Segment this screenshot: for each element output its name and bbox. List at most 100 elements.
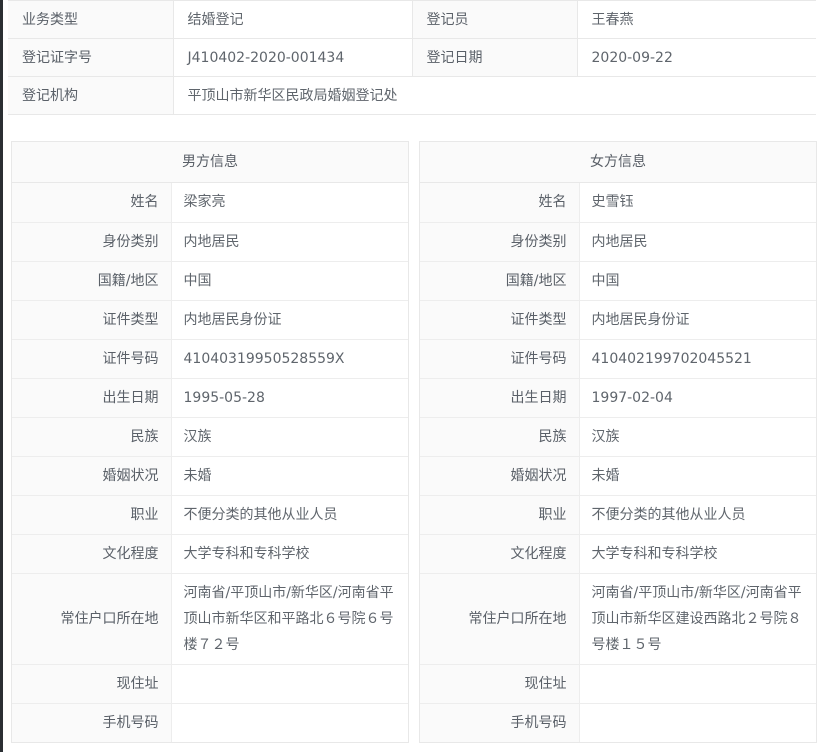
female-value-ethnicity: 汉族	[579, 417, 816, 457]
table-row: 婚姻状况 未婚	[12, 456, 408, 496]
female-value-marital-status: 未婚	[579, 456, 816, 496]
table-row: 姓名 梁家亮	[12, 183, 408, 223]
female-value-document-number: 410402199702045521	[579, 339, 816, 379]
summary-row-1: 业务类型 结婚登记 登记员 王春燕	[8, 0, 816, 39]
table-row: 出生日期 1997-02-04	[420, 378, 816, 418]
male-value-identity-category: 内地居民	[171, 222, 408, 262]
male-label-birth-date: 出生日期	[12, 378, 172, 418]
female-label-identity-category: 身份类别	[420, 222, 580, 262]
summary-row-2: 登记证字号 J410402-2020-001434 登记日期 2020-09-2…	[8, 38, 816, 77]
table-row: 证件号码 41040319950528559X	[12, 339, 408, 379]
table-row: 现住址	[420, 664, 816, 704]
female-label-occupation: 职业	[420, 495, 580, 535]
table-row: 民族 汉族	[420, 417, 816, 457]
female-label-name: 姓名	[420, 183, 580, 223]
female-label-birth-date: 出生日期	[420, 378, 580, 418]
male-value-document-number: 41040319950528559X	[171, 339, 408, 379]
male-value-mobile-number	[171, 703, 408, 742]
table-row: 国籍/地区 中国	[420, 261, 816, 301]
male-value-marital-status: 未婚	[171, 456, 408, 496]
female-value-document-type: 内地居民身份证	[579, 300, 816, 340]
male-label-marital-status: 婚姻状况	[12, 456, 172, 496]
female-value-household-address: 河南省/平顶山市/新华区/河南省平顶山市新华区建设西路北２号院８号楼１５号	[579, 573, 816, 665]
male-label-education: 文化程度	[12, 534, 172, 574]
male-value-nationality-region: 中国	[171, 261, 408, 301]
female-value-current-address	[579, 664, 816, 704]
summary-value-registration-date: 2020-09-22	[577, 38, 816, 77]
female-label-mobile-number: 手机号码	[420, 703, 580, 742]
male-label-household-address: 常住户口所在地	[12, 573, 172, 665]
male-value-document-type: 内地居民身份证	[171, 300, 408, 340]
male-value-name: 梁家亮	[171, 183, 408, 223]
table-row: 证件类型 内地居民身份证	[12, 300, 408, 340]
male-label-occupation: 职业	[12, 495, 172, 535]
male-info-panel: 男方信息 姓名 梁家亮 身份类别 内地居民 国籍/地区 中国	[11, 141, 409, 743]
male-info-table-body: 姓名 梁家亮 身份类别 内地居民 国籍/地区 中国 证件类型 内地居民身份证	[12, 183, 408, 742]
table-row: 证件号码 410402199702045521	[420, 339, 816, 379]
table-row: 手机号码	[420, 703, 816, 742]
female-label-education: 文化程度	[420, 534, 580, 574]
male-value-birth-date: 1995-05-28	[171, 378, 408, 418]
registration-summary-table: 业务类型 结婚登记 登记员 王春燕 登记证字号 J410402-2020-001…	[8, 0, 816, 115]
table-row: 国籍/地区 中国	[12, 261, 408, 301]
male-label-nationality-region: 国籍/地区	[12, 261, 172, 301]
female-value-education: 大学专科和专科学校	[579, 534, 816, 574]
female-label-household-address: 常住户口所在地	[420, 573, 580, 665]
female-value-mobile-number	[579, 703, 816, 742]
female-info-table-body: 姓名 史雪钰 身份类别 内地居民 国籍/地区 中国 证件类型 内地居民身份证	[420, 183, 816, 742]
female-value-birth-date: 1997-02-04	[579, 378, 816, 418]
summary-row-3: 登记机构 平顶山市新华区民政局婚姻登记处	[8, 76, 816, 115]
table-row: 现住址	[12, 664, 408, 704]
male-value-education: 大学专科和专科学校	[171, 534, 408, 574]
summary-label-registration-date: 登记日期	[412, 38, 578, 77]
female-value-name: 史雪钰	[579, 183, 816, 223]
male-value-household-address: 河南省/平顶山市/新华区/河南省平顶山市新华区和平路北６号院６号楼７２号	[171, 573, 408, 665]
table-row: 常住户口所在地 河南省/平顶山市/新华区/河南省平顶山市新华区和平路北６号院６号…	[12, 573, 408, 665]
female-value-identity-category: 内地居民	[579, 222, 816, 262]
male-label-name: 姓名	[12, 183, 172, 223]
table-row: 常住户口所在地 河南省/平顶山市/新华区/河南省平顶山市新华区建设西路北２号院８…	[420, 573, 816, 665]
male-label-current-address: 现住址	[12, 664, 172, 704]
female-panel-title: 女方信息	[420, 142, 816, 183]
summary-table-body: 业务类型 结婚登记 登记员 王春燕 登记证字号 J410402-2020-001…	[8, 0, 816, 115]
table-row: 身份类别 内地居民	[12, 222, 408, 262]
table-row: 文化程度 大学专科和专科学校	[420, 534, 816, 574]
male-value-ethnicity: 汉族	[171, 417, 408, 457]
table-row: 文化程度 大学专科和专科学校	[12, 534, 408, 574]
table-row: 证件类型 内地居民身份证	[420, 300, 816, 340]
male-panel-title: 男方信息	[12, 142, 408, 183]
summary-value-registration-office: 平顶山市新华区民政局婚姻登记处	[173, 76, 816, 115]
male-value-current-address	[171, 664, 408, 704]
female-value-nationality-region: 中国	[579, 261, 816, 301]
female-label-ethnicity: 民族	[420, 417, 580, 457]
male-info-table: 姓名 梁家亮 身份类别 内地居民 国籍/地区 中国 证件类型 内地居民身份证	[12, 183, 408, 742]
male-label-document-number: 证件号码	[12, 339, 172, 379]
summary-label-certificate-number: 登记证字号	[8, 38, 174, 77]
female-label-document-number: 证件号码	[420, 339, 580, 379]
table-row: 姓名 史雪钰	[420, 183, 816, 223]
male-label-document-type: 证件类型	[12, 300, 172, 340]
summary-label-business-type: 业务类型	[8, 0, 174, 39]
male-value-occupation: 不便分类的其他从业人员	[171, 495, 408, 535]
female-label-marital-status: 婚姻状况	[420, 456, 580, 496]
summary-label-registrar: 登记员	[412, 0, 578, 39]
female-label-document-type: 证件类型	[420, 300, 580, 340]
female-info-panel: 女方信息 姓名 史雪钰 身份类别 内地居民 国籍/地区 中国	[419, 141, 817, 743]
table-row: 职业 不便分类的其他从业人员	[12, 495, 408, 535]
table-row: 手机号码	[12, 703, 408, 742]
male-label-ethnicity: 民族	[12, 417, 172, 457]
table-row: 出生日期 1995-05-28	[12, 378, 408, 418]
summary-value-registrar: 王春燕	[577, 0, 816, 39]
table-row: 身份类别 内地居民	[420, 222, 816, 262]
record-page: 业务类型 结婚登记 登记员 王春燕 登记证字号 J410402-2020-001…	[3, 0, 817, 752]
table-row: 民族 汉族	[12, 417, 408, 457]
table-row: 婚姻状况 未婚	[420, 456, 816, 496]
female-label-current-address: 现住址	[420, 664, 580, 704]
table-row: 职业 不便分类的其他从业人员	[420, 495, 816, 535]
summary-value-business-type: 结婚登记	[173, 0, 413, 39]
female-info-table: 姓名 史雪钰 身份类别 内地居民 国籍/地区 中国 证件类型 内地居民身份证	[420, 183, 816, 742]
female-label-nationality-region: 国籍/地区	[420, 261, 580, 301]
summary-label-registration-office: 登记机构	[8, 76, 174, 115]
page-left-edge	[0, 0, 3, 752]
male-label-mobile-number: 手机号码	[12, 703, 172, 742]
